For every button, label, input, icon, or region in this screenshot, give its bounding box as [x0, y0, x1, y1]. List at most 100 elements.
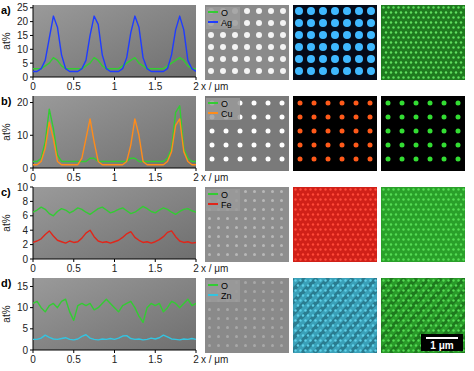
map-dot [326, 157, 331, 162]
map-dot [369, 238, 371, 240]
map-dot [432, 228, 434, 230]
map-dot [412, 16, 414, 18]
map-dot [354, 143, 359, 148]
map-dot [354, 115, 359, 120]
map-dot [332, 304, 334, 306]
map-dot [357, 324, 359, 326]
map-image [381, 96, 465, 171]
map-dot [297, 344, 299, 346]
map-dot [343, 31, 351, 39]
map-dot [262, 281, 265, 284]
map-dot [329, 349, 331, 351]
map-dot [374, 218, 376, 220]
map-dot [435, 31, 437, 33]
map-dot [450, 213, 452, 215]
map-dot [339, 339, 341, 341]
map-dot [342, 193, 344, 195]
map-dot [395, 51, 397, 53]
map-dot [238, 143, 243, 148]
map-dot [322, 294, 324, 296]
map-dot [302, 294, 304, 296]
map-dot [447, 329, 449, 331]
x-tick [155, 350, 156, 353]
map-dot [271, 217, 274, 220]
map-dot [367, 193, 369, 195]
map-dot [354, 299, 356, 301]
map-dot [395, 193, 397, 195]
map-dot [319, 198, 321, 200]
map-dot [280, 299, 283, 302]
map-dot [339, 198, 341, 200]
map-dot [208, 244, 211, 247]
map-dot [359, 218, 361, 220]
map-dot [462, 6, 464, 8]
map-dot [312, 324, 314, 326]
map-dot [402, 228, 404, 230]
map-dot [298, 115, 303, 120]
map-dot [374, 258, 376, 260]
map-dot [334, 218, 336, 220]
map-dot [422, 329, 424, 331]
map-dot [385, 284, 387, 286]
map-dot [420, 324, 422, 326]
sem-background [33, 187, 196, 259]
map-dot [457, 188, 459, 190]
legend-swatch [208, 203, 218, 205]
map-dot [390, 233, 392, 235]
map-dot [455, 243, 457, 245]
map-dot [347, 294, 349, 296]
y-tick [30, 286, 33, 287]
map-dot [307, 233, 309, 235]
map-dot [342, 344, 344, 346]
map-dot [357, 334, 359, 336]
map-dot [357, 213, 359, 215]
x-tick [196, 259, 197, 262]
map-dot [364, 289, 366, 291]
map-dot [445, 21, 447, 23]
map-dot [253, 253, 256, 256]
map-dot [420, 41, 422, 43]
map-dot [332, 213, 334, 215]
map-dot [359, 258, 361, 260]
map-image [205, 5, 289, 80]
map-dot [332, 334, 334, 336]
map-dot [220, 56, 226, 62]
series-group [33, 206, 196, 243]
map-dot [304, 218, 306, 220]
map-dot [397, 329, 399, 331]
map-dot [312, 223, 314, 225]
map-dot [329, 309, 331, 311]
map-dot [232, 68, 238, 74]
map-dot [400, 253, 402, 255]
map-dot [252, 101, 257, 106]
map-dot [392, 349, 394, 351]
map-dot [299, 319, 301, 321]
map-dot [302, 213, 304, 215]
map-dot [232, 32, 238, 38]
map-dot [295, 55, 303, 63]
map-dot [322, 253, 324, 255]
map-dot [352, 243, 354, 245]
map-dot [368, 101, 373, 106]
map-dot [357, 344, 359, 346]
map-dot [447, 26, 449, 28]
map-dot [402, 6, 404, 8]
map-dot [442, 228, 444, 230]
map-dot [304, 279, 306, 281]
map-dot [244, 335, 247, 338]
scale-bar-background [421, 334, 463, 351]
y-tick [30, 201, 33, 202]
map-dot [460, 243, 462, 245]
map-dot [410, 213, 412, 215]
map-dot [452, 319, 454, 321]
map-dot [392, 238, 394, 240]
map-dot [402, 279, 404, 281]
x-tick-label: 1.5 [148, 172, 162, 183]
map-dot [354, 228, 356, 230]
map-dot [332, 243, 334, 245]
map-dot [324, 208, 326, 210]
map-dot [317, 213, 319, 215]
map-dot [452, 16, 454, 18]
map-dot [327, 223, 329, 225]
map-background [381, 187, 465, 262]
